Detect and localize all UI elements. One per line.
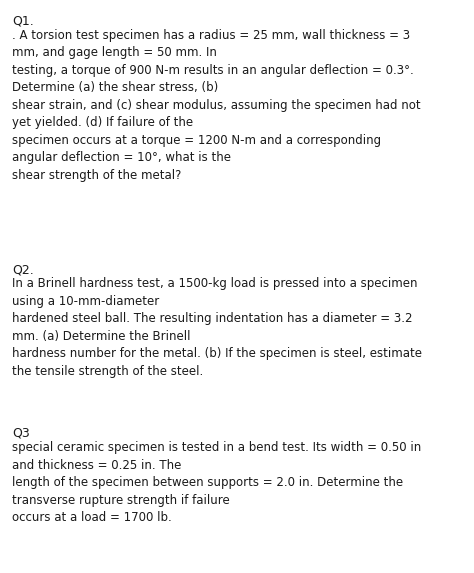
Text: . A torsion test specimen has a radius = 25 mm, wall thickness = 3
mm, and gage : . A torsion test specimen has a radius =… [12, 29, 420, 182]
Text: Q3: Q3 [12, 427, 29, 440]
Text: Q2.: Q2. [12, 264, 34, 277]
Text: special ceramic specimen is tested in a bend test. Its width = 0.50 in
and thick: special ceramic specimen is tested in a … [12, 441, 421, 524]
Text: In a Brinell hardness test, a 1500-kg load is pressed into a specimen
using a 10: In a Brinell hardness test, a 1500-kg lo… [12, 277, 422, 378]
Text: Q1.: Q1. [12, 14, 34, 28]
